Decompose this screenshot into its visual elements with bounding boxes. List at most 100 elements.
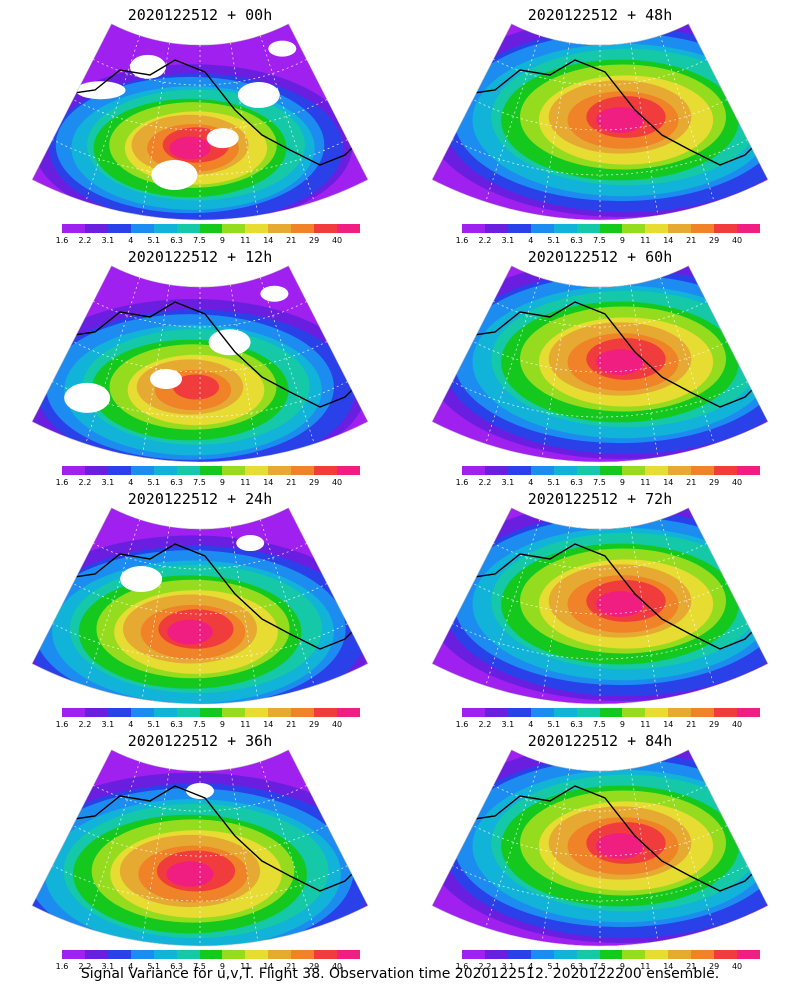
- longitude-gridline: [230, 768, 259, 942]
- colorbar-swatch: [553, 224, 577, 233]
- variance-map: [431, 23, 769, 221]
- coastline: [32, 543, 368, 650]
- colorbar-swatch: [553, 466, 577, 475]
- colorbar-swatch: [245, 950, 269, 959]
- missing-data-region: [236, 535, 265, 552]
- longitude-gridline: [230, 284, 259, 458]
- colorbar-swatch: [245, 224, 269, 233]
- colorbar-tick-label: 9: [219, 962, 225, 971]
- colorbar-tick-label: 5.1: [547, 478, 561, 487]
- panel-title: 2020122512 + 36h: [127, 732, 273, 750]
- panel-title: 2020122512 + 72h: [527, 490, 673, 508]
- colorbar-swatch: [176, 708, 200, 717]
- colorbar-tick-label: 5.1: [547, 962, 561, 971]
- colorbar-swatch: [622, 466, 646, 475]
- latitude-gridline: [52, 865, 348, 902]
- colorbar-tick-label: 11: [640, 478, 651, 487]
- colorbar-tick-label: 29: [309, 236, 320, 245]
- colorbar-tick-label: 3.1: [501, 236, 515, 245]
- forecast-panel: 2020122512 + 48h 1.6 2.2 3.1 4 5.1 6.3 7.5 9 11 14…: [400, 0, 800, 245]
- colorbar-tick-label: 6.3: [170, 478, 183, 487]
- colorbar-tick-label: 14: [663, 962, 674, 971]
- colorbar-swatch: [314, 950, 338, 959]
- variance-map: [31, 265, 369, 463]
- colorbar-tick-label: 40: [331, 720, 343, 729]
- map-outline: [431, 749, 769, 947]
- colorbar-swatch: [645, 224, 669, 233]
- colorbar-tick-label: 21: [686, 962, 697, 971]
- colorbar-swatch: [576, 466, 600, 475]
- latitude-gridline: [472, 583, 728, 615]
- longitude-gridline: [541, 768, 570, 942]
- colorbar-tick-label: 1.6: [455, 720, 469, 729]
- missing-data-region: [237, 82, 280, 109]
- colorbar-swatch: [314, 466, 338, 475]
- colorbar-tick-label: 2.2: [78, 236, 92, 245]
- colorbar-swatch: [507, 224, 531, 233]
- colorbar-tick-label: 21: [286, 236, 297, 245]
- colorbar-tick-label: 7.5: [193, 478, 206, 487]
- colorbar: [62, 708, 360, 717]
- colorbar-swatch: [222, 708, 246, 717]
- colorbar-swatch: [130, 708, 154, 717]
- missing-data-region: [150, 368, 183, 389]
- variance-map: [31, 749, 369, 947]
- longitude-gridline: [141, 42, 170, 216]
- colorbar-swatch: [107, 708, 131, 717]
- colorbar-swatch: [245, 708, 269, 717]
- colorbar-swatch: [622, 708, 646, 717]
- latitude-gridline: [72, 825, 328, 857]
- missing-data-region: [151, 159, 198, 190]
- latitude-gridline: [452, 865, 748, 902]
- longitude-gridline: [485, 35, 541, 203]
- colorbar-swatch: [737, 708, 760, 717]
- colorbar-tick-label: 9: [619, 720, 625, 729]
- colorbar-tick-label: 11: [640, 720, 651, 729]
- colorbar-tick-label: 14: [263, 478, 274, 487]
- colorbar-swatch: [530, 224, 554, 233]
- colorbar-swatch: [84, 708, 108, 717]
- colorbar-tick-label: 1.6: [455, 962, 469, 971]
- latitude-gridline: [52, 139, 348, 176]
- variance-contour-level: [172, 374, 220, 400]
- colorbar-swatch: [599, 950, 623, 959]
- panel-title: 2020122512 + 00h: [127, 6, 273, 24]
- panel-title: 2020122512 + 84h: [527, 732, 673, 750]
- longitude-gridline: [141, 526, 170, 700]
- colorbar-swatch: [107, 466, 131, 475]
- colorbar-tick-label: 29: [709, 962, 720, 971]
- colorbar-tick-label: 7.5: [193, 236, 206, 245]
- colorbar-tick-label: 4: [128, 720, 134, 729]
- colorbar-tick-label: 29: [309, 478, 320, 487]
- colorbar-tick-label: 6.3: [170, 236, 183, 245]
- colorbar-swatch: [714, 708, 738, 717]
- colorbar-swatch: [62, 708, 85, 717]
- colorbar-tick-label: 11: [240, 236, 251, 245]
- latitude-gridline: [72, 99, 328, 131]
- colorbar-swatch: [337, 708, 360, 717]
- variance-contour-level: [166, 861, 214, 887]
- latitude-gridline: [52, 623, 348, 660]
- colorbar-swatch: [222, 466, 246, 475]
- colorbar-swatch: [691, 950, 715, 959]
- colorbar-swatch: [199, 224, 223, 233]
- colorbar-tick-label: 7.5: [193, 962, 206, 971]
- colorbar-swatch: [462, 950, 485, 959]
- colorbar-tick-label: 6.3: [570, 962, 583, 971]
- colorbar-tick-label: 1.6: [55, 236, 69, 245]
- colorbar-tick-label: 21: [286, 962, 297, 971]
- colorbar-tick-label: 2.2: [78, 720, 92, 729]
- colorbar-swatch: [553, 708, 577, 717]
- longitude-gridline: [85, 35, 141, 203]
- longitude-gridline: [541, 526, 570, 700]
- colorbar-swatch: [337, 466, 360, 475]
- colorbar-tick-label: 11: [640, 962, 651, 971]
- colorbar-swatch: [553, 950, 577, 959]
- colorbar-tick-label: 1.6: [455, 236, 469, 245]
- map-outline: [431, 507, 769, 705]
- colorbar-swatch: [484, 708, 508, 717]
- forecast-panel: 2020122512 + 24h 1.6 2.2 3.1 4 5.1 6.3 7.5 9 11 14…: [0, 484, 400, 729]
- latitude-gridline: [72, 583, 328, 615]
- colorbar-tick-label: 6.3: [170, 720, 183, 729]
- colorbar-tick-label: 40: [731, 478, 743, 487]
